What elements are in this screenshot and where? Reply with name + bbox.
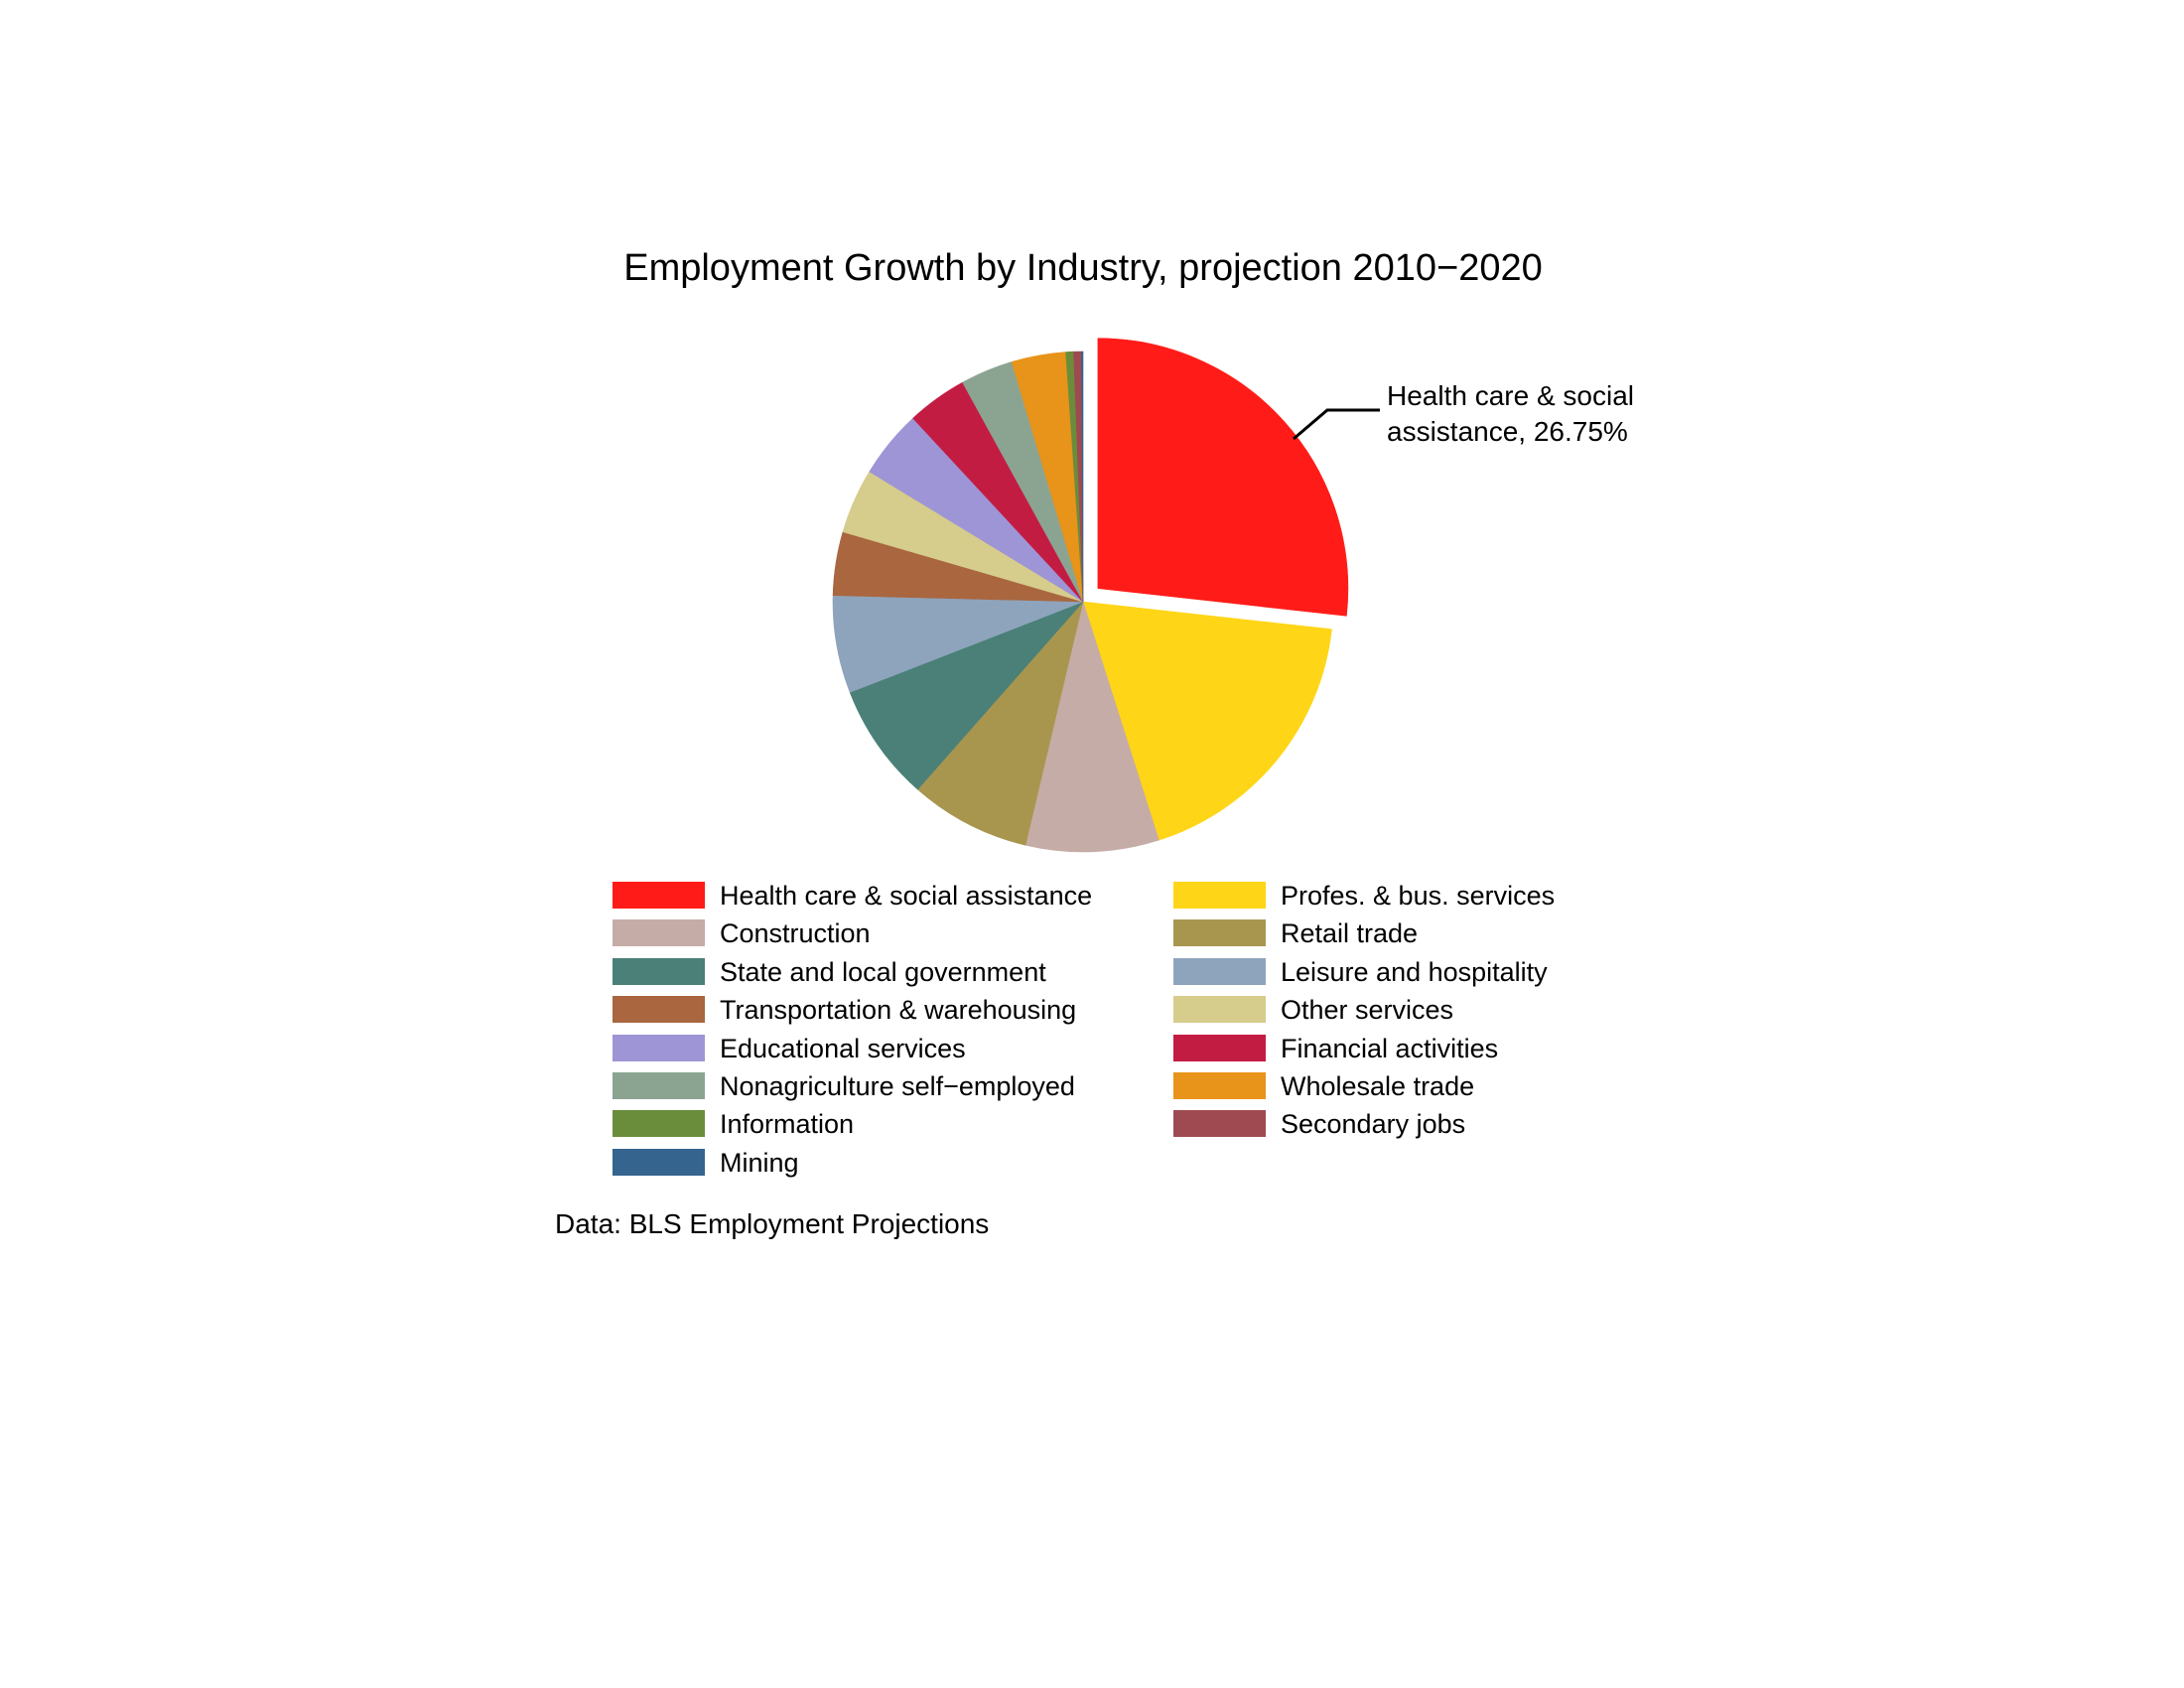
callout-label: Health care & social assistance, 26.75% xyxy=(1387,378,1634,450)
pie-slice-retail-trade xyxy=(916,601,1084,846)
legend-swatch-transportation-warehousing xyxy=(613,996,705,1024)
legend-label-financial-activities: Financial activities xyxy=(1281,1033,1499,1063)
legend-item-profes-bus-services: Profes. & bus. services xyxy=(1173,882,1555,919)
legend-item-nonagriculture-self-employed: Nonagriculture self−employed xyxy=(613,1070,1092,1110)
legend-label-retail-trade: Retail trade xyxy=(1281,918,1419,949)
legend-item-transportation-warehousing: Transportation & warehousing xyxy=(613,996,1092,1034)
legend-label-leisure-and-hospitality: Leisure and hospitality xyxy=(1281,956,1548,987)
legend-swatch-secondary-jobs xyxy=(1173,1110,1266,1138)
legend-label-transportation-warehousing: Transportation & warehousing xyxy=(720,995,1077,1026)
legend-swatch-retail-trade xyxy=(1173,919,1266,947)
legend-item-wholesale-trade: Wholesale trade xyxy=(1173,1070,1555,1110)
chart-title: Employment Growth by Industry, projectio… xyxy=(623,247,1543,289)
legend-label-other-services: Other services xyxy=(1281,995,1454,1026)
legend-label-state-and-local-government: State and local government xyxy=(720,956,1046,987)
pie-slice-state-and-local-government xyxy=(849,601,1084,790)
legend-label-mining: Mining xyxy=(720,1147,799,1178)
legend-item-other-services: Other services xyxy=(1173,996,1555,1034)
legend-swatch-mining xyxy=(613,1148,705,1176)
legend-label-secondary-jobs: Secondary jobs xyxy=(1281,1109,1466,1140)
callout-label-line2: assistance, 26.75% xyxy=(1387,416,1628,447)
legend-swatch-educational-services xyxy=(613,1034,705,1061)
legend-item-retail-trade: Retail trade xyxy=(1173,919,1555,957)
legend-label-profes-bus-services: Profes. & bus. services xyxy=(1281,881,1556,911)
legend-swatch-health-care-social-assistance xyxy=(613,882,705,909)
legend-item-state-and-local-government: State and local government xyxy=(613,956,1092,996)
legend-label-educational-services: Educational services xyxy=(720,1033,966,1063)
pie-slices-group xyxy=(832,338,1349,853)
legend-column-left: Health care & social assistance Construct… xyxy=(613,882,1092,1187)
legend-item-health-care-social-assistance: Health care & social assistance xyxy=(613,882,1092,919)
legend-swatch-construction xyxy=(613,919,705,947)
data-source-note: Data: BLS Employment Projections xyxy=(555,1208,990,1239)
legend-label-information: Information xyxy=(720,1109,855,1140)
legend-label-nonagriculture-self-employed: Nonagriculture self−employed xyxy=(720,1070,1075,1101)
legend-item-leisure-and-hospitality: Leisure and hospitality xyxy=(1173,956,1555,996)
legend-item-educational-services: Educational services xyxy=(613,1033,1092,1072)
legend-column-right: Profes. & bus. services Retail trade Leisu… xyxy=(1173,882,1555,1149)
legend-swatch-financial-activities xyxy=(1173,1034,1266,1061)
legend-label-construction: Construction xyxy=(720,918,871,949)
pie-slice-health-care-social-assistance xyxy=(1097,338,1349,617)
legend-swatch-other-services xyxy=(1173,996,1266,1024)
legend-item-financial-activities: Financial activities xyxy=(1173,1033,1555,1072)
legend-swatch-state-and-local-government xyxy=(613,957,705,985)
pie-slice-mining xyxy=(1081,351,1084,603)
pie-slice-profes-bus-services xyxy=(1082,601,1332,841)
legend-item-mining: Mining xyxy=(613,1147,1092,1187)
legend-label-health-care-social-assistance: Health care & social assistance xyxy=(720,881,1093,911)
callout-leader-line xyxy=(1293,408,1380,441)
legend-item-construction: Construction xyxy=(613,919,1092,957)
legend-swatch-wholesale-trade xyxy=(1173,1071,1266,1099)
legend-label-wholesale-trade: Wholesale trade xyxy=(1281,1070,1475,1101)
legend-item-information: Information xyxy=(613,1110,1092,1148)
legend-swatch-profes-bus-services xyxy=(1173,882,1266,909)
legend-item-secondary-jobs: Secondary jobs xyxy=(1173,1110,1555,1148)
legend-swatch-leisure-and-hospitality xyxy=(1173,957,1266,985)
pie-slice-construction xyxy=(1024,600,1160,853)
legend-swatch-nonagriculture-self-employed xyxy=(613,1071,705,1099)
legend-swatch-information xyxy=(613,1110,705,1138)
callout-label-line1: Health care & social xyxy=(1387,380,1635,411)
